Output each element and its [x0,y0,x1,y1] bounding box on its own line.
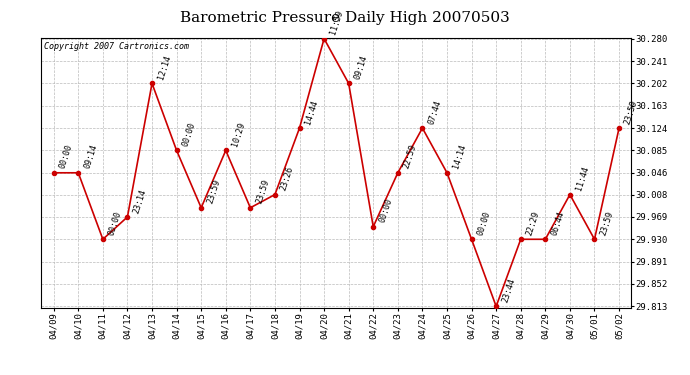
Text: Barometric Pressure Daily High 20070503: Barometric Pressure Daily High 20070503 [180,11,510,25]
Text: 09:14: 09:14 [82,144,99,170]
Text: 11:44: 11:44 [574,165,591,192]
Text: 07:44: 07:44 [426,99,443,125]
Text: 23:59: 23:59 [599,210,615,237]
Text: 09:14: 09:14 [353,54,369,81]
Text: 00:00: 00:00 [475,210,492,237]
Text: 23:59: 23:59 [623,99,640,125]
Text: 14:44: 14:44 [304,99,320,125]
Text: 23:44: 23:44 [500,277,517,304]
Text: 06:44: 06:44 [549,210,566,237]
Text: 23:59: 23:59 [206,178,221,205]
Text: 23:26: 23:26 [279,165,295,192]
Text: 23:59: 23:59 [255,178,270,205]
Text: 10:29: 10:29 [230,121,246,148]
Text: 23:14: 23:14 [132,188,148,214]
Text: 12:14: 12:14 [156,54,172,81]
Text: 14:14: 14:14 [451,144,467,170]
Text: 00:00: 00:00 [181,121,197,148]
Text: 00:00: 00:00 [58,144,74,170]
Text: 22:29: 22:29 [525,210,541,237]
Text: Copyright 2007 Cartronics.com: Copyright 2007 Cartronics.com [44,42,189,51]
Text: 00:00: 00:00 [107,210,124,237]
Text: 00:00: 00:00 [377,197,394,224]
Text: 11:59: 11:59 [328,9,344,36]
Text: 22:59: 22:59 [402,144,418,170]
